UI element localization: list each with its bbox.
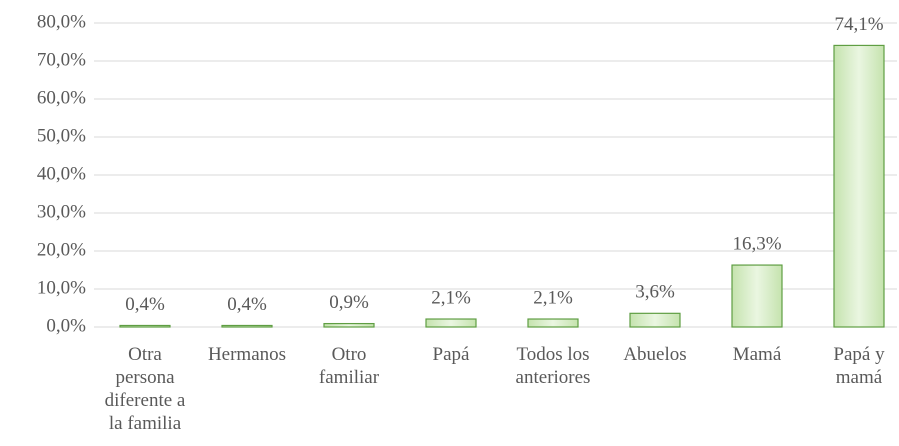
y-tick-label: 80,0% <box>37 11 86 32</box>
value-label: 74,1% <box>834 14 883 35</box>
bar <box>119 324 171 328</box>
value-label: 0,4% <box>227 294 267 315</box>
y-tick-label: 10,0% <box>37 277 86 298</box>
y-tick-label: 40,0% <box>37 163 86 184</box>
value-label: 0,4% <box>125 294 165 315</box>
y-tick-label: 50,0% <box>37 125 86 146</box>
x-tick-label: Todos los anteriores <box>515 344 591 388</box>
y-tick-label: 60,0% <box>37 87 86 108</box>
bar <box>221 324 273 328</box>
value-label: 2,1% <box>533 287 573 308</box>
bar <box>425 318 477 328</box>
x-tick-label: Otro familiar <box>318 344 380 388</box>
x-tick-label: Otra persona diferente a la familia <box>104 344 186 434</box>
value-label: 0,9% <box>329 292 369 313</box>
y-tick-label: 0,0% <box>46 315 86 336</box>
x-tick-label: Papá <box>432 344 470 365</box>
x-tick-label: Papá y mamá <box>833 344 885 388</box>
value-label: 16,3% <box>732 233 781 254</box>
value-label: 2,1% <box>431 287 471 308</box>
y-tick-label: 70,0% <box>37 49 86 70</box>
bar <box>833 44 885 328</box>
bar <box>323 322 375 328</box>
bar <box>527 318 579 328</box>
bar <box>731 264 783 328</box>
y-tick-label: 20,0% <box>37 239 86 260</box>
y-tick-label: 30,0% <box>37 201 86 222</box>
value-label: 3,6% <box>635 282 675 303</box>
x-tick-label: Abuelos <box>623 344 687 365</box>
x-tick-label: Mamá <box>732 344 782 365</box>
x-tick-label: Hermanos <box>207 344 287 365</box>
bar <box>629 312 681 328</box>
